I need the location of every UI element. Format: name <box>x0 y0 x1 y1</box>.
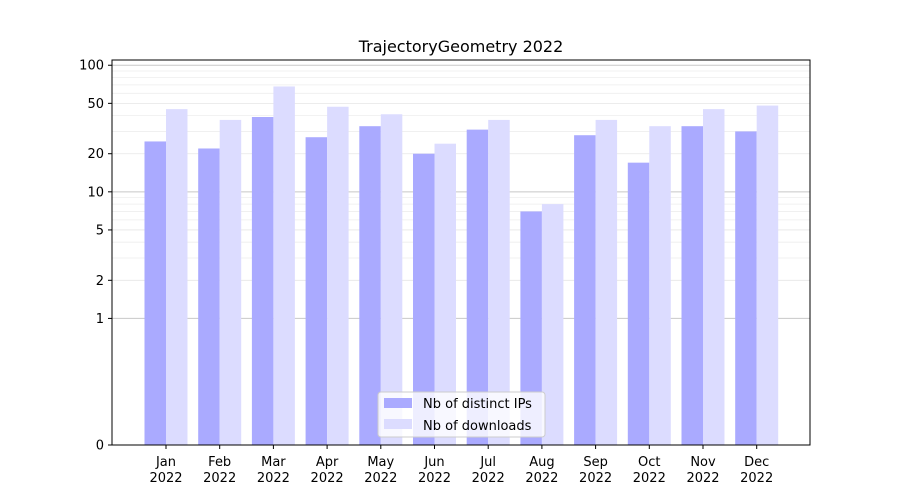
bar-downloads-4 <box>327 106 349 445</box>
x-tick-label: Oct 2022 <box>633 455 666 486</box>
y-tick-label: 5 <box>96 223 104 238</box>
bar-distinct-ips-8 <box>520 211 542 445</box>
bar-downloads-12 <box>756 105 779 446</box>
bar-downloads-9 <box>595 119 618 445</box>
x-tick-label: Mar 2022 <box>257 455 290 486</box>
x-tick-label: Jan 2022 <box>149 455 182 486</box>
bar-distinct-ips-2 <box>198 148 220 445</box>
bar-distinct-ips-11 <box>681 126 703 446</box>
bar-distinct-ips-6 <box>413 153 435 446</box>
x-axis: Jan 2022 Feb 2022 Mar 2022 Apr 2022 May 2022 Jun 20… <box>149 445 773 486</box>
bar-downloads-11 <box>703 109 725 446</box>
chart-title: TrajectoryGeometry 2022 <box>358 37 564 56</box>
legend: Nb of distinct IPs Nb of downloads <box>377 391 546 438</box>
x-tick-label: Feb 2022 <box>203 455 236 486</box>
bar-distinct-ips-1 <box>144 141 166 445</box>
y-tick-label: 2 <box>96 274 104 289</box>
bar-downloads-10 <box>649 126 671 446</box>
bar-downloads-8 <box>541 204 564 445</box>
y-tick-label: 50 <box>87 97 104 112</box>
x-tick-label: Nov 2022 <box>686 455 719 486</box>
y-tick-label: 100 <box>79 59 104 74</box>
bar-distinct-ips-4 <box>305 137 328 446</box>
bar-distinct-ips-7 <box>466 129 489 445</box>
legend-swatch-downloads <box>384 419 412 429</box>
legend-label-downloads: Nb of downloads <box>423 419 532 434</box>
legend-label-ips: Nb of distinct IPs <box>423 397 532 412</box>
bar-distinct-ips-10 <box>627 162 650 445</box>
y-tick-label: 10 <box>87 185 104 200</box>
bar-distinct-ips-3 <box>251 117 274 446</box>
x-tick-label: May 2022 <box>364 455 397 486</box>
bars <box>144 86 779 446</box>
x-tick-label: Jun 2022 <box>418 455 451 486</box>
bar-downloads-7 <box>488 119 510 445</box>
legend-swatch-ips <box>384 398 412 408</box>
y-tick-label: 1 <box>96 312 104 327</box>
bar-downloads-3 <box>273 86 295 445</box>
x-tick-label: Apr 2022 <box>311 455 344 486</box>
bar-downloads-2 <box>219 119 242 445</box>
x-tick-label: Dec 2022 <box>740 455 773 486</box>
plot-frame <box>111 59 811 446</box>
bar-downloads-1 <box>166 109 188 446</box>
y-tick-label: 0 <box>96 439 104 454</box>
x-tick-label: Jul 2022 <box>472 455 505 486</box>
bar-distinct-ips-12 <box>735 131 757 445</box>
bar-distinct-ips-5 <box>359 126 381 446</box>
legend-box <box>377 391 546 438</box>
x-tick-label: Sep 2022 <box>579 455 612 486</box>
x-tick-label: Aug 2022 <box>525 455 558 486</box>
y-tick-label: 20 <box>87 147 104 162</box>
y-axis: 0 1 2 5 10 20 50 100 <box>79 59 112 454</box>
bar-distinct-ips-9 <box>574 135 596 445</box>
bar-downloads-5 <box>380 114 403 445</box>
bar-downloads-6 <box>434 143 456 445</box>
